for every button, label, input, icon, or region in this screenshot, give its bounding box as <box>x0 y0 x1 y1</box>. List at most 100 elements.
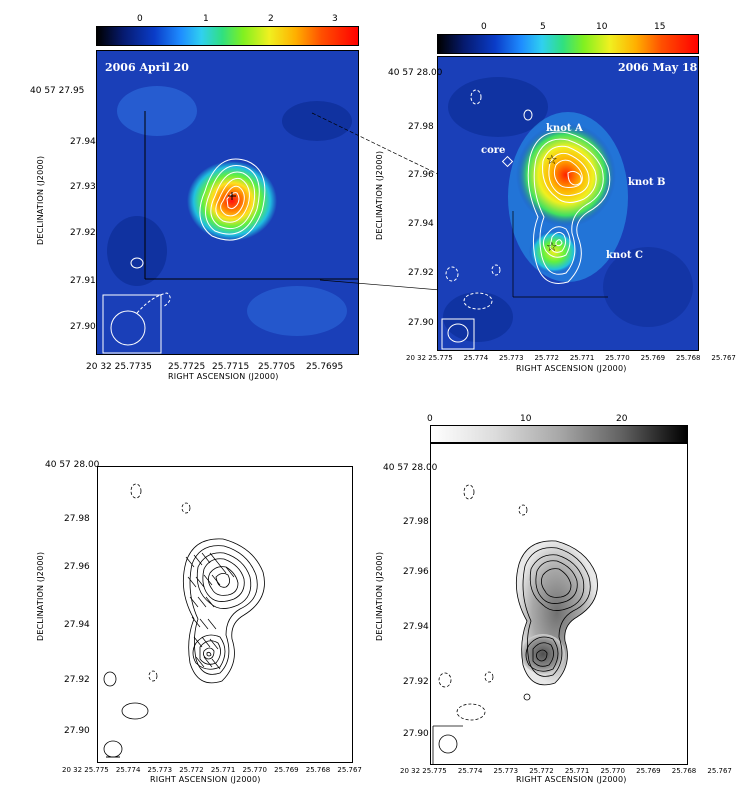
colorbar-may <box>437 34 699 54</box>
x-tick: 25.7725 <box>168 362 206 372</box>
x-tick: 25.767 <box>337 766 362 774</box>
y-tick: 27.98 <box>64 514 90 524</box>
x-tick: 20 32 25.775 <box>400 767 447 775</box>
panel-grayscale: 0 10 20 <box>370 405 737 805</box>
x-axis-title: RIGHT ASCENSION (J2000) <box>516 364 627 373</box>
y-tick: 27.91 <box>70 276 96 286</box>
x-tick: 25.773 <box>147 766 173 774</box>
colorbar-tick: 0 <box>137 14 143 24</box>
label-knot-a: knot A <box>546 123 583 134</box>
x-tick: 25.773 <box>499 354 524 362</box>
image-frame-may: ☆ ☆ 2006 May 18 core knot A knot B knot … <box>437 56 699 351</box>
x-tick: 20 32 25.775 <box>406 354 453 362</box>
x-ticks-may: 20 32 25.775 25.774 25.773 25.772 25.771… <box>406 354 736 362</box>
colorbar-tick: 2 <box>268 14 274 24</box>
april-map <box>102 86 358 354</box>
y-axis-title: DECLINATION (J2000) <box>375 551 384 641</box>
knot-a-star: ☆ <box>546 153 558 168</box>
x-tick: 25.771 <box>564 767 590 775</box>
y-tick: 27.90 <box>408 318 434 328</box>
label-knot-b: knot B <box>628 177 666 188</box>
x-tick: 25.769 <box>274 766 299 774</box>
x-tick: 25.768 <box>676 354 701 362</box>
april-source-blob <box>187 161 277 241</box>
polarization-map <box>103 483 265 758</box>
x-axis-title: RIGHT ASCENSION (J2000) <box>516 775 627 784</box>
y-tick: 27.90 <box>403 729 429 739</box>
x-tick: 25.772 <box>534 354 559 362</box>
y-tick: 27.92 <box>70 228 96 238</box>
date-label-may: 2006 May 18 <box>618 61 698 74</box>
y-tick: 27.94 <box>70 137 96 147</box>
date-label-april: 2006 April 20 <box>105 61 189 74</box>
y-tick: 27.90 <box>64 726 90 736</box>
y-tick: 40 57 28.00 <box>388 68 443 78</box>
x-tick: 25.771 <box>210 766 236 774</box>
y-tick: 27.98 <box>408 122 434 132</box>
x-ticks-grayscale: 20 32 25.775 25.774 25.773 25.772 25.771… <box>400 767 732 775</box>
y-tick: 27.96 <box>403 567 429 577</box>
x-tick: 25.7705 <box>258 362 296 372</box>
y-tick: 40 57 27.95 <box>30 86 85 96</box>
y-axis-title: DECLINATION (J2000) <box>36 551 45 641</box>
x-tick: 25.772 <box>529 767 554 775</box>
x-tick: 25.774 <box>463 354 489 362</box>
colorbar-tick: 3 <box>332 14 338 24</box>
x-tick: 25.767 <box>707 767 732 775</box>
colorbar-tick: 5 <box>540 22 546 32</box>
y-tick: 27.90 <box>70 322 96 332</box>
y-tick: 27.98 <box>403 517 429 527</box>
may-map: ☆ ☆ <box>441 77 693 350</box>
image-frame-polarization <box>97 466 353 763</box>
label-core: core <box>481 145 506 156</box>
x-tick: 20 32 25.7735 <box>86 362 152 372</box>
y-tick: 27.92 <box>64 675 90 685</box>
y-tick: 40 57 28.00 <box>45 460 100 470</box>
x-tick: 20 32 25.775 <box>62 766 109 774</box>
colorbar-grayscale <box>430 425 688 443</box>
y-tick: 40 57 28.00 <box>383 463 438 473</box>
x-tick: 25.769 <box>640 354 666 362</box>
y-tick: 27.94 <box>64 620 90 630</box>
x-tick: 25.772 <box>179 766 204 774</box>
x-tick: 25.770 <box>605 354 630 362</box>
x-tick: 25.767 <box>711 354 736 362</box>
y-tick: 27.93 <box>70 182 96 192</box>
x-axis-title: RIGHT ASCENSION (J2000) <box>150 775 261 784</box>
x-tick: 25.770 <box>242 766 267 774</box>
x-ticks-polarization: 20 32 25.775 25.774 25.773 25.772 25.771… <box>62 766 362 774</box>
image-frame-grayscale <box>430 443 688 765</box>
beam-box-may <box>441 318 475 350</box>
x-tick: 25.774 <box>115 766 141 774</box>
colorbar-tick: 10 <box>520 414 532 424</box>
panel-polarization: 40 57 28.00 27.98 27.96 27.94 27.92 27.9… <box>0 405 370 805</box>
x-tick: 25.7715 <box>212 362 250 372</box>
y-axis-title: DECLINATION (J2000) <box>375 150 384 240</box>
colorbar-tick: 20 <box>616 414 628 424</box>
x-tick: 25.7695 <box>306 362 344 372</box>
panel-may-18: 0 5 10 15 <box>370 0 737 395</box>
x-tick: 25.771 <box>569 354 595 362</box>
colorbar-april <box>96 26 359 46</box>
x-tick: 25.774 <box>457 767 483 775</box>
x-axis-title: RIGHT ASCENSION (J2000) <box>168 372 279 381</box>
x-tick: 25.769 <box>636 767 661 775</box>
knot-c-star: ☆ <box>546 240 558 255</box>
colorbar-tick: 0 <box>481 22 487 32</box>
colorbar-tick: 15 <box>654 22 666 32</box>
grayscale-knot-c-blob <box>521 634 565 674</box>
x-tick: 25.768 <box>671 767 697 775</box>
y-tick: 27.96 <box>64 562 90 572</box>
colorbar-tick: 0 <box>427 414 433 424</box>
knot-a-b-blob <box>516 123 616 227</box>
x-tick: 25.770 <box>600 767 625 775</box>
grayscale-map <box>432 484 598 764</box>
colorbar-tick: 1 <box>203 14 209 24</box>
y-tick: 27.92 <box>408 268 434 278</box>
y-tick: 27.92 <box>403 677 429 687</box>
image-frame-april: 2006 April 20 <box>96 50 359 355</box>
x-tick: 25.768 <box>305 766 331 774</box>
y-tick: 27.94 <box>403 622 429 632</box>
beam-box-april <box>102 294 162 354</box>
panel-april-20: 0 1 2 3 <box>0 0 370 395</box>
